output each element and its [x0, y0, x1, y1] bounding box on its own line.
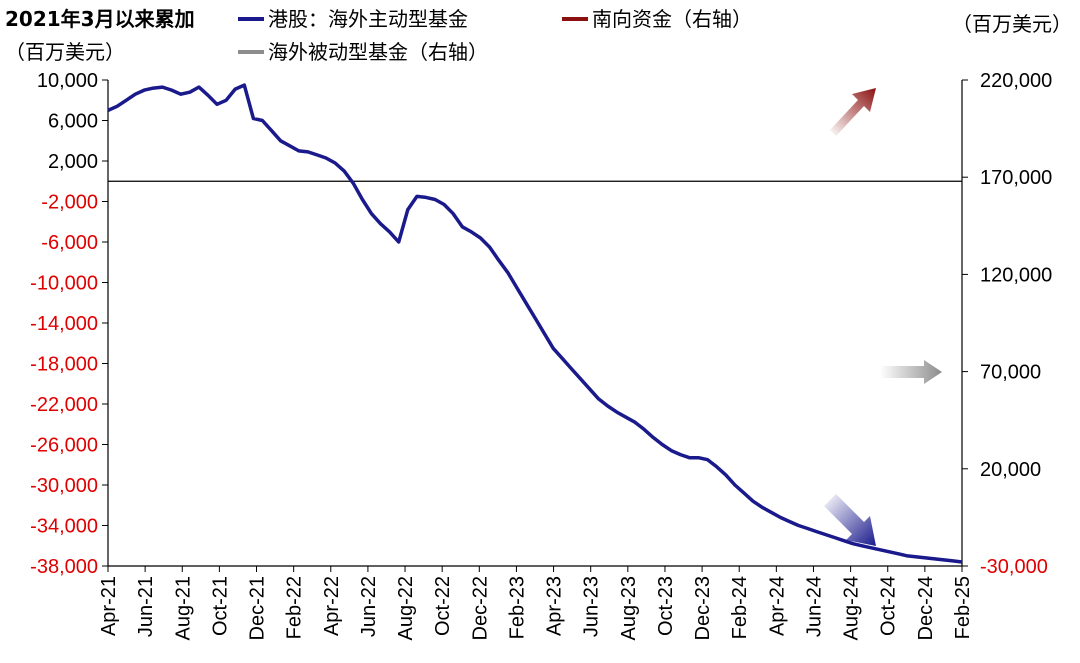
left-tick-label: -14,000: [30, 313, 98, 335]
x-tick-label: Apr-24: [766, 576, 788, 636]
x-tick-label: Jun-23: [581, 576, 603, 637]
x-tick-label: Feb-25: [952, 576, 974, 639]
legend-label-active-fund: 港股：海外主动型基金: [268, 7, 468, 31]
x-tick-label: Feb-23: [506, 576, 528, 639]
legend-item-southbound: 南向资金（右轴）: [562, 7, 752, 31]
x-tick-label: Oct-24: [878, 576, 900, 636]
legend-swatch-active-fund: [238, 16, 264, 21]
left-tick-label: -30,000: [30, 475, 98, 497]
blue-trend-arrow-icon: [824, 494, 876, 546]
x-tick-label: Apr-22: [321, 576, 343, 636]
left-tick-label: 10,000: [37, 70, 98, 92]
left-tick-label: 2,000: [48, 151, 98, 173]
right-tick-label: 120,000: [980, 264, 1052, 286]
right-tick-label: 20,000: [980, 459, 1041, 481]
left-tick-label: -26,000: [30, 435, 98, 457]
right-tick-label: 70,000: [980, 362, 1041, 384]
legend-label-passive-fund: 海外被动型基金（右轴）: [268, 40, 488, 64]
legend-item-passive-fund: 海外被动型基金（右轴）: [238, 40, 488, 64]
left-tick-label: -18,000: [30, 354, 98, 376]
x-tick-label: Dec-24: [915, 576, 937, 640]
x-tick-label: Dec-21: [247, 576, 269, 640]
x-tick-label: Jun-24: [803, 576, 825, 637]
x-tick-label: Aug-21: [172, 576, 194, 641]
x-tick-label: Feb-24: [729, 576, 751, 639]
x-tick-label: Oct-21: [209, 576, 231, 636]
legend-swatch-southbound: [562, 16, 588, 21]
right-axis-unit: （百万美元）: [952, 12, 1072, 36]
right-tick-label: 220,000: [980, 70, 1052, 92]
left-tick-label: -22,000: [30, 394, 98, 416]
grey-trend-arrow-icon: [880, 360, 942, 384]
left-tick-label: -10,000: [30, 273, 98, 295]
left-tick-label: -38,000: [30, 556, 98, 578]
x-tick-label: Aug-23: [618, 576, 640, 641]
left-tick-label: 6,000: [48, 111, 98, 133]
x-tick-label: Jun-21: [135, 576, 157, 637]
axes-group: 10,000 6,000 2,000 -2,000 -6,000 -10,000 -14,0…: [30, 70, 1052, 641]
trend-arrows: [824, 88, 942, 546]
left-axis-unit: （百万美元）: [5, 40, 125, 64]
x-tick-label: Oct-23: [655, 576, 677, 636]
x-tick-label: Jun-22: [358, 576, 380, 637]
red-trend-arrow-icon: [830, 88, 876, 136]
x-tick-label: Oct-22: [432, 576, 454, 636]
right-tick-label: -30,000: [980, 556, 1048, 578]
x-tick-label: Aug-22: [395, 576, 417, 641]
x-tick-label: Feb-22: [284, 576, 306, 639]
left-tick-label: -34,000: [30, 516, 98, 538]
legend-swatch-passive-fund: [238, 49, 264, 54]
x-tick-label: Dec-23: [692, 576, 714, 640]
x-tick-label: Apr-23: [544, 576, 566, 636]
legend-label-southbound: 南向资金（右轴）: [592, 7, 752, 31]
series-group: [107, 83, 963, 564]
chart-title: 2021年3月以来累加: [5, 7, 195, 31]
x-tick-label: Aug-24: [841, 576, 863, 641]
right-tick-label: 170,000: [980, 167, 1052, 189]
legend-item-active-fund: 港股：海外主动型基金: [238, 7, 468, 31]
left-tick-label: -6,000: [41, 232, 98, 254]
x-tick-label: Apr-21: [98, 576, 120, 636]
x-tick-label: Dec-22: [469, 576, 491, 640]
left-tick-label: -2,000: [41, 192, 98, 214]
series-line-0: [107, 83, 963, 564]
